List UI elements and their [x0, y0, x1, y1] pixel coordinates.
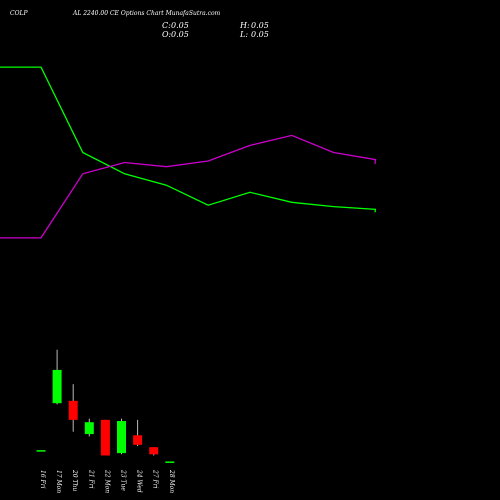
- indicator-line-2: [0, 134, 377, 239]
- x-tick-label: 22 Mon: [103, 469, 110, 493]
- x-tick-label: 20 Thu: [71, 469, 78, 491]
- candle-body-3: [68, 400, 78, 420]
- candle-body-8: [149, 447, 159, 455]
- x-tick-label: 27 Fri: [152, 469, 159, 489]
- x-tick-label: 24 Wed: [136, 469, 143, 493]
- indicator-line-1: [0, 66, 377, 213]
- candle-body-6: [117, 421, 126, 454]
- x-tick-label: 17 Mon: [55, 470, 62, 493]
- candle-body-7: [133, 435, 143, 445]
- x-tick-label: 16 Fri: [39, 470, 46, 489]
- candle-body-1: [36, 450, 46, 452]
- x-tick-label: 21 Fri: [87, 469, 94, 489]
- high-label: H:: [240, 21, 250, 30]
- candle-body-4: [84, 422, 94, 435]
- open-value: 0.05: [171, 30, 189, 39]
- chart-symbol: COLP: [10, 10, 28, 17]
- close-label: C:: [162, 21, 171, 30]
- candle-body-5: [100, 419, 110, 456]
- x-tick-label: 28 Mon: [168, 469, 175, 493]
- chart-title: AL 2240.00 CE Options Chart MunafaSutra.…: [73, 10, 221, 17]
- x-tick-label: 23 Tue: [120, 469, 127, 491]
- candle-body-9: [165, 461, 175, 463]
- open-label: O:: [162, 30, 172, 39]
- high-value: 0.05: [251, 21, 269, 30]
- candle-body-2: [52, 369, 62, 404]
- low-label: L:: [240, 30, 249, 39]
- close-value: 0.05: [171, 21, 189, 30]
- low-value: 0.05: [251, 30, 269, 39]
